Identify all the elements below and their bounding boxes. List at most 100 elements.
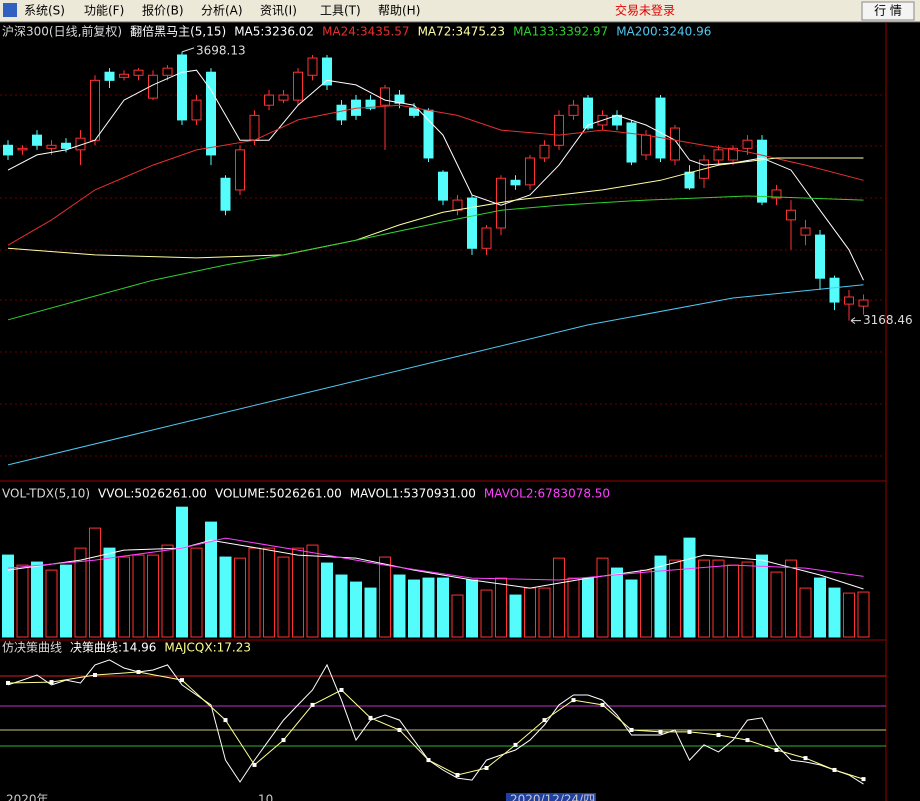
menu-item[interactable]: 系统(S): [24, 4, 65, 18]
panel-header: VVOL:5026261.00: [98, 487, 207, 501]
high-annotation: 3698.13: [196, 43, 246, 57]
panel-header: VOL-TDX(5,10): [2, 487, 90, 501]
candle-body: [684, 171, 695, 189]
volume-bar: [176, 506, 188, 638]
volume-bar: [828, 587, 841, 638]
menu-item[interactable]: 工具(T): [320, 4, 361, 18]
indicator-line: [7, 537, 864, 581]
panel-header: MA133:3392.97: [513, 25, 608, 39]
volume-bar: [277, 556, 290, 638]
panel-header: MAVOL1:5370931.00: [350, 487, 476, 501]
volume-bar: [219, 556, 232, 638]
candle-body: [191, 99, 202, 121]
line-marker: [6, 680, 10, 685]
candle-body: [771, 189, 782, 199]
volume-bar: [205, 521, 217, 638]
volume-bar: [118, 556, 130, 638]
candle-body: [786, 209, 796, 221]
volume-bar: [147, 554, 159, 638]
volume-bar: [379, 556, 391, 638]
candle-body: [815, 234, 825, 279]
line-marker: [513, 742, 518, 747]
volume-bar: [335, 574, 348, 638]
candle-body: [510, 179, 521, 186]
candle-body: [829, 277, 840, 303]
candle-body: [278, 94, 289, 101]
candle-body: [32, 134, 42, 146]
line-marker: [629, 727, 634, 732]
menu-item[interactable]: 功能(F): [84, 4, 124, 18]
volume-bar: [843, 592, 855, 638]
volume-bar: [60, 564, 72, 638]
volume-bar: [712, 559, 725, 638]
candle-body: [365, 99, 376, 109]
volume-bar: [683, 537, 696, 638]
menu-item[interactable]: 资讯(I): [260, 4, 297, 18]
line-marker: [252, 762, 257, 767]
volume-bar: [437, 577, 449, 638]
candle-body: [438, 171, 448, 201]
candle-body: [858, 299, 869, 307]
candle-body: [467, 197, 477, 249]
candle-body: [800, 227, 811, 236]
candle-body: [133, 69, 144, 76]
volume-bar: [31, 561, 43, 638]
volume-bar: [640, 569, 652, 638]
panel-header: MA5:3236.02: [234, 25, 314, 39]
volume-bar: [538, 587, 551, 638]
indicator-line: [7, 539, 864, 590]
volume-bar: [45, 569, 58, 638]
quote-button[interactable]: [861, 1, 915, 21]
candle-body: [641, 134, 651, 156]
candle-body: [61, 142, 71, 149]
volume-bar: [567, 577, 580, 638]
panel-header: MAJCQX:17.23: [164, 641, 251, 655]
menu-item[interactable]: 分析(A): [201, 4, 243, 18]
panel-header: 决策曲线:14.96: [70, 641, 156, 655]
candle-body: [119, 73, 129, 78]
volume-bar: [422, 577, 435, 638]
login-status: 交易未登录: [615, 3, 675, 18]
panel-header: 翻倍黑马主(5,15): [130, 24, 226, 39]
indicator-line: [7, 659, 864, 785]
volume-bar: [234, 557, 246, 638]
line-marker: [93, 673, 97, 678]
line-marker: [861, 777, 866, 782]
candle-body: [626, 122, 637, 163]
candle-body: [17, 147, 28, 151]
candle-body: [380, 87, 390, 106]
quote-button-label[interactable]: 行 情: [874, 4, 902, 18]
volume-bar: [654, 555, 667, 638]
candle-body: [525, 157, 535, 186]
candle-body: [713, 149, 724, 161]
candle-body: [293, 71, 303, 101]
volume-bar: [524, 587, 536, 638]
candle-body: [264, 94, 274, 106]
volume-bar: [582, 577, 594, 638]
panel-header: MA72:3475.23: [418, 25, 506, 39]
menu-item[interactable]: 报价(B): [142, 3, 184, 18]
candle-body: [90, 79, 100, 141]
candle-body: [655, 97, 666, 159]
app-icon: [3, 3, 17, 17]
date-label: 10: [258, 793, 273, 801]
candle-body: [554, 114, 564, 146]
volume-bar: [408, 579, 420, 638]
volume-bar: [741, 561, 754, 638]
panel-header: MA24:3435.57: [322, 25, 410, 39]
line-marker: [716, 733, 721, 738]
candle-body: [206, 71, 216, 156]
volume-bar: [480, 589, 493, 638]
panel-header: MA200:3240.96: [616, 25, 711, 39]
volume-bar: [89, 527, 101, 638]
candle-body: [322, 57, 332, 86]
indicator-line: [7, 284, 864, 466]
candle-body: [249, 114, 260, 141]
candle-body: [307, 57, 318, 76]
candle-body: [220, 177, 231, 211]
line-marker: [745, 738, 750, 743]
annotation-arrow: [850, 317, 861, 325]
volume-bar: [770, 571, 783, 638]
menu-item[interactable]: 帮助(H): [378, 4, 420, 18]
